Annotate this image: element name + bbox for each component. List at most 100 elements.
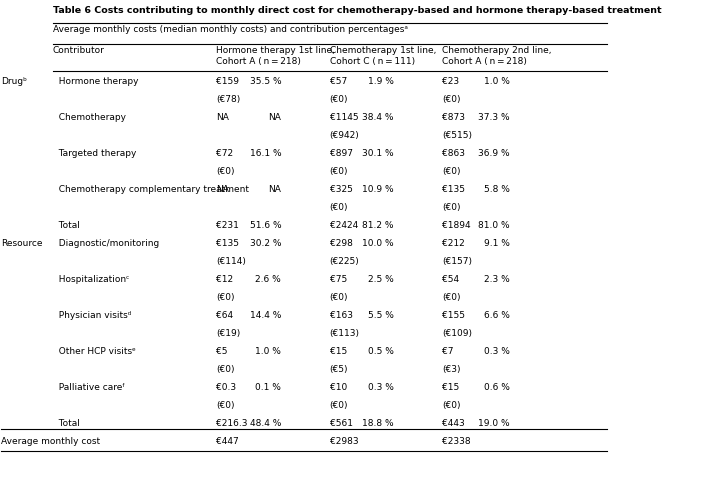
Text: €443: €443	[442, 419, 465, 428]
Text: (€109): (€109)	[442, 329, 472, 338]
Text: Total: Total	[53, 221, 80, 230]
Text: €873: €873	[442, 113, 465, 122]
Text: €7: €7	[442, 347, 454, 356]
Text: 14.4 %: 14.4 %	[250, 311, 281, 320]
Text: Drugᵇ: Drugᵇ	[1, 77, 27, 86]
Text: €2983: €2983	[330, 438, 358, 446]
Text: (€0): (€0)	[442, 203, 461, 212]
Text: €1894: €1894	[442, 221, 471, 230]
Text: €1145: €1145	[330, 113, 358, 122]
Text: €2338: €2338	[442, 438, 471, 446]
Text: €159: €159	[216, 77, 239, 86]
Text: Targeted therapy: Targeted therapy	[53, 149, 136, 158]
Text: €64: €64	[216, 311, 234, 320]
Text: (€225): (€225)	[330, 257, 360, 266]
Text: €863: €863	[442, 149, 465, 158]
Text: (€0): (€0)	[442, 401, 461, 411]
Text: Chemotherapy complementary treatment: Chemotherapy complementary treatment	[53, 185, 249, 194]
Text: (€0): (€0)	[442, 167, 461, 176]
Text: (€0): (€0)	[442, 293, 461, 302]
Text: Chemotherapy 2nd line,
Cohort A ( n = 218): Chemotherapy 2nd line, Cohort A ( n = 21…	[442, 46, 552, 66]
Text: Diagnostic/monitoring: Diagnostic/monitoring	[53, 239, 159, 248]
Text: 0.5 %: 0.5 %	[368, 347, 394, 356]
Text: Physician visitsᵈ: Physician visitsᵈ	[53, 311, 131, 320]
Text: €163: €163	[330, 311, 352, 320]
Text: (€78): (€78)	[216, 95, 241, 104]
Text: €231: €231	[216, 221, 239, 230]
Text: 18.8 %: 18.8 %	[362, 419, 394, 428]
Text: €5: €5	[216, 347, 228, 356]
Text: €54: €54	[442, 275, 459, 284]
Text: €0.3: €0.3	[216, 383, 236, 392]
Text: (€5): (€5)	[330, 366, 348, 374]
Text: 2.5 %: 2.5 %	[368, 275, 394, 284]
Text: Hormone therapy: Hormone therapy	[53, 77, 138, 86]
Text: 0.1 %: 0.1 %	[256, 383, 281, 392]
Text: 0.3 %: 0.3 %	[368, 383, 394, 392]
Text: €12: €12	[216, 275, 234, 284]
Text: (€0): (€0)	[330, 401, 348, 411]
Text: €10: €10	[330, 383, 347, 392]
Text: (€0): (€0)	[330, 293, 348, 302]
Text: Contributor: Contributor	[53, 46, 105, 55]
Text: €325: €325	[330, 185, 352, 194]
Text: 30.2 %: 30.2 %	[250, 239, 281, 248]
Text: €15: €15	[442, 383, 459, 392]
Text: Chemotherapy: Chemotherapy	[53, 113, 126, 122]
Text: (€0): (€0)	[442, 95, 461, 104]
Text: 10.9 %: 10.9 %	[362, 185, 394, 194]
Text: €897: €897	[330, 149, 352, 158]
Text: 19.0 %: 19.0 %	[478, 419, 510, 428]
Text: (€0): (€0)	[330, 95, 348, 104]
Text: €23: €23	[442, 77, 459, 86]
Text: 2.3 %: 2.3 %	[484, 275, 510, 284]
Text: 30.1 %: 30.1 %	[362, 149, 394, 158]
Text: €57: €57	[330, 77, 347, 86]
Text: 6.6 %: 6.6 %	[484, 311, 510, 320]
Text: NA: NA	[268, 113, 281, 122]
Text: 35.5 %: 35.5 %	[249, 77, 281, 86]
Text: Average monthly costs (median monthly costs) and contribution percentagesᵃ: Average monthly costs (median monthly co…	[53, 25, 408, 34]
Text: 81.2 %: 81.2 %	[362, 221, 394, 230]
Text: Chemotherapy 1st line,
Cohort C ( n = 111): Chemotherapy 1st line, Cohort C ( n = 11…	[330, 46, 436, 66]
Text: (€113): (€113)	[330, 329, 360, 338]
Text: 1.0 %: 1.0 %	[484, 77, 510, 86]
Text: 5.8 %: 5.8 %	[484, 185, 510, 194]
Text: €155: €155	[442, 311, 465, 320]
Text: €135: €135	[216, 239, 239, 248]
Text: (€942): (€942)	[330, 131, 360, 140]
Text: Table 6 Costs contributing to monthly direct cost for chemotherapy-based and hor: Table 6 Costs contributing to monthly di…	[53, 6, 661, 15]
Text: 51.6 %: 51.6 %	[249, 221, 281, 230]
Text: 10.0 %: 10.0 %	[362, 239, 394, 248]
Text: 37.3 %: 37.3 %	[478, 113, 510, 122]
Text: €15: €15	[330, 347, 347, 356]
Text: (€515): (€515)	[442, 131, 472, 140]
Text: 81.0 %: 81.0 %	[478, 221, 510, 230]
Text: 2.6 %: 2.6 %	[256, 275, 281, 284]
Text: (€157): (€157)	[442, 257, 472, 266]
Text: €75: €75	[330, 275, 347, 284]
Text: Total: Total	[53, 419, 80, 428]
Text: (€0): (€0)	[216, 401, 235, 411]
Text: Hospitalizationᶜ: Hospitalizationᶜ	[53, 275, 130, 284]
Text: NA: NA	[268, 185, 281, 194]
Text: 9.1 %: 9.1 %	[484, 239, 510, 248]
Text: (€0): (€0)	[330, 203, 348, 212]
Text: 38.4 %: 38.4 %	[362, 113, 394, 122]
Text: €72: €72	[216, 149, 234, 158]
Text: (€0): (€0)	[216, 293, 235, 302]
Text: Other HCP visitsᵉ: Other HCP visitsᵉ	[53, 347, 136, 356]
Text: 1.0 %: 1.0 %	[256, 347, 281, 356]
Text: Resource: Resource	[1, 239, 43, 248]
Text: 0.3 %: 0.3 %	[484, 347, 510, 356]
Text: €135: €135	[442, 185, 465, 194]
Text: 5.5 %: 5.5 %	[368, 311, 394, 320]
Text: NA: NA	[216, 185, 229, 194]
Text: €216.3: €216.3	[216, 419, 248, 428]
Text: €447: €447	[216, 438, 239, 446]
Text: (€0): (€0)	[216, 167, 235, 176]
Text: (€3): (€3)	[442, 366, 461, 374]
Text: NA: NA	[216, 113, 229, 122]
Text: 1.9 %: 1.9 %	[368, 77, 394, 86]
Text: €212: €212	[442, 239, 465, 248]
